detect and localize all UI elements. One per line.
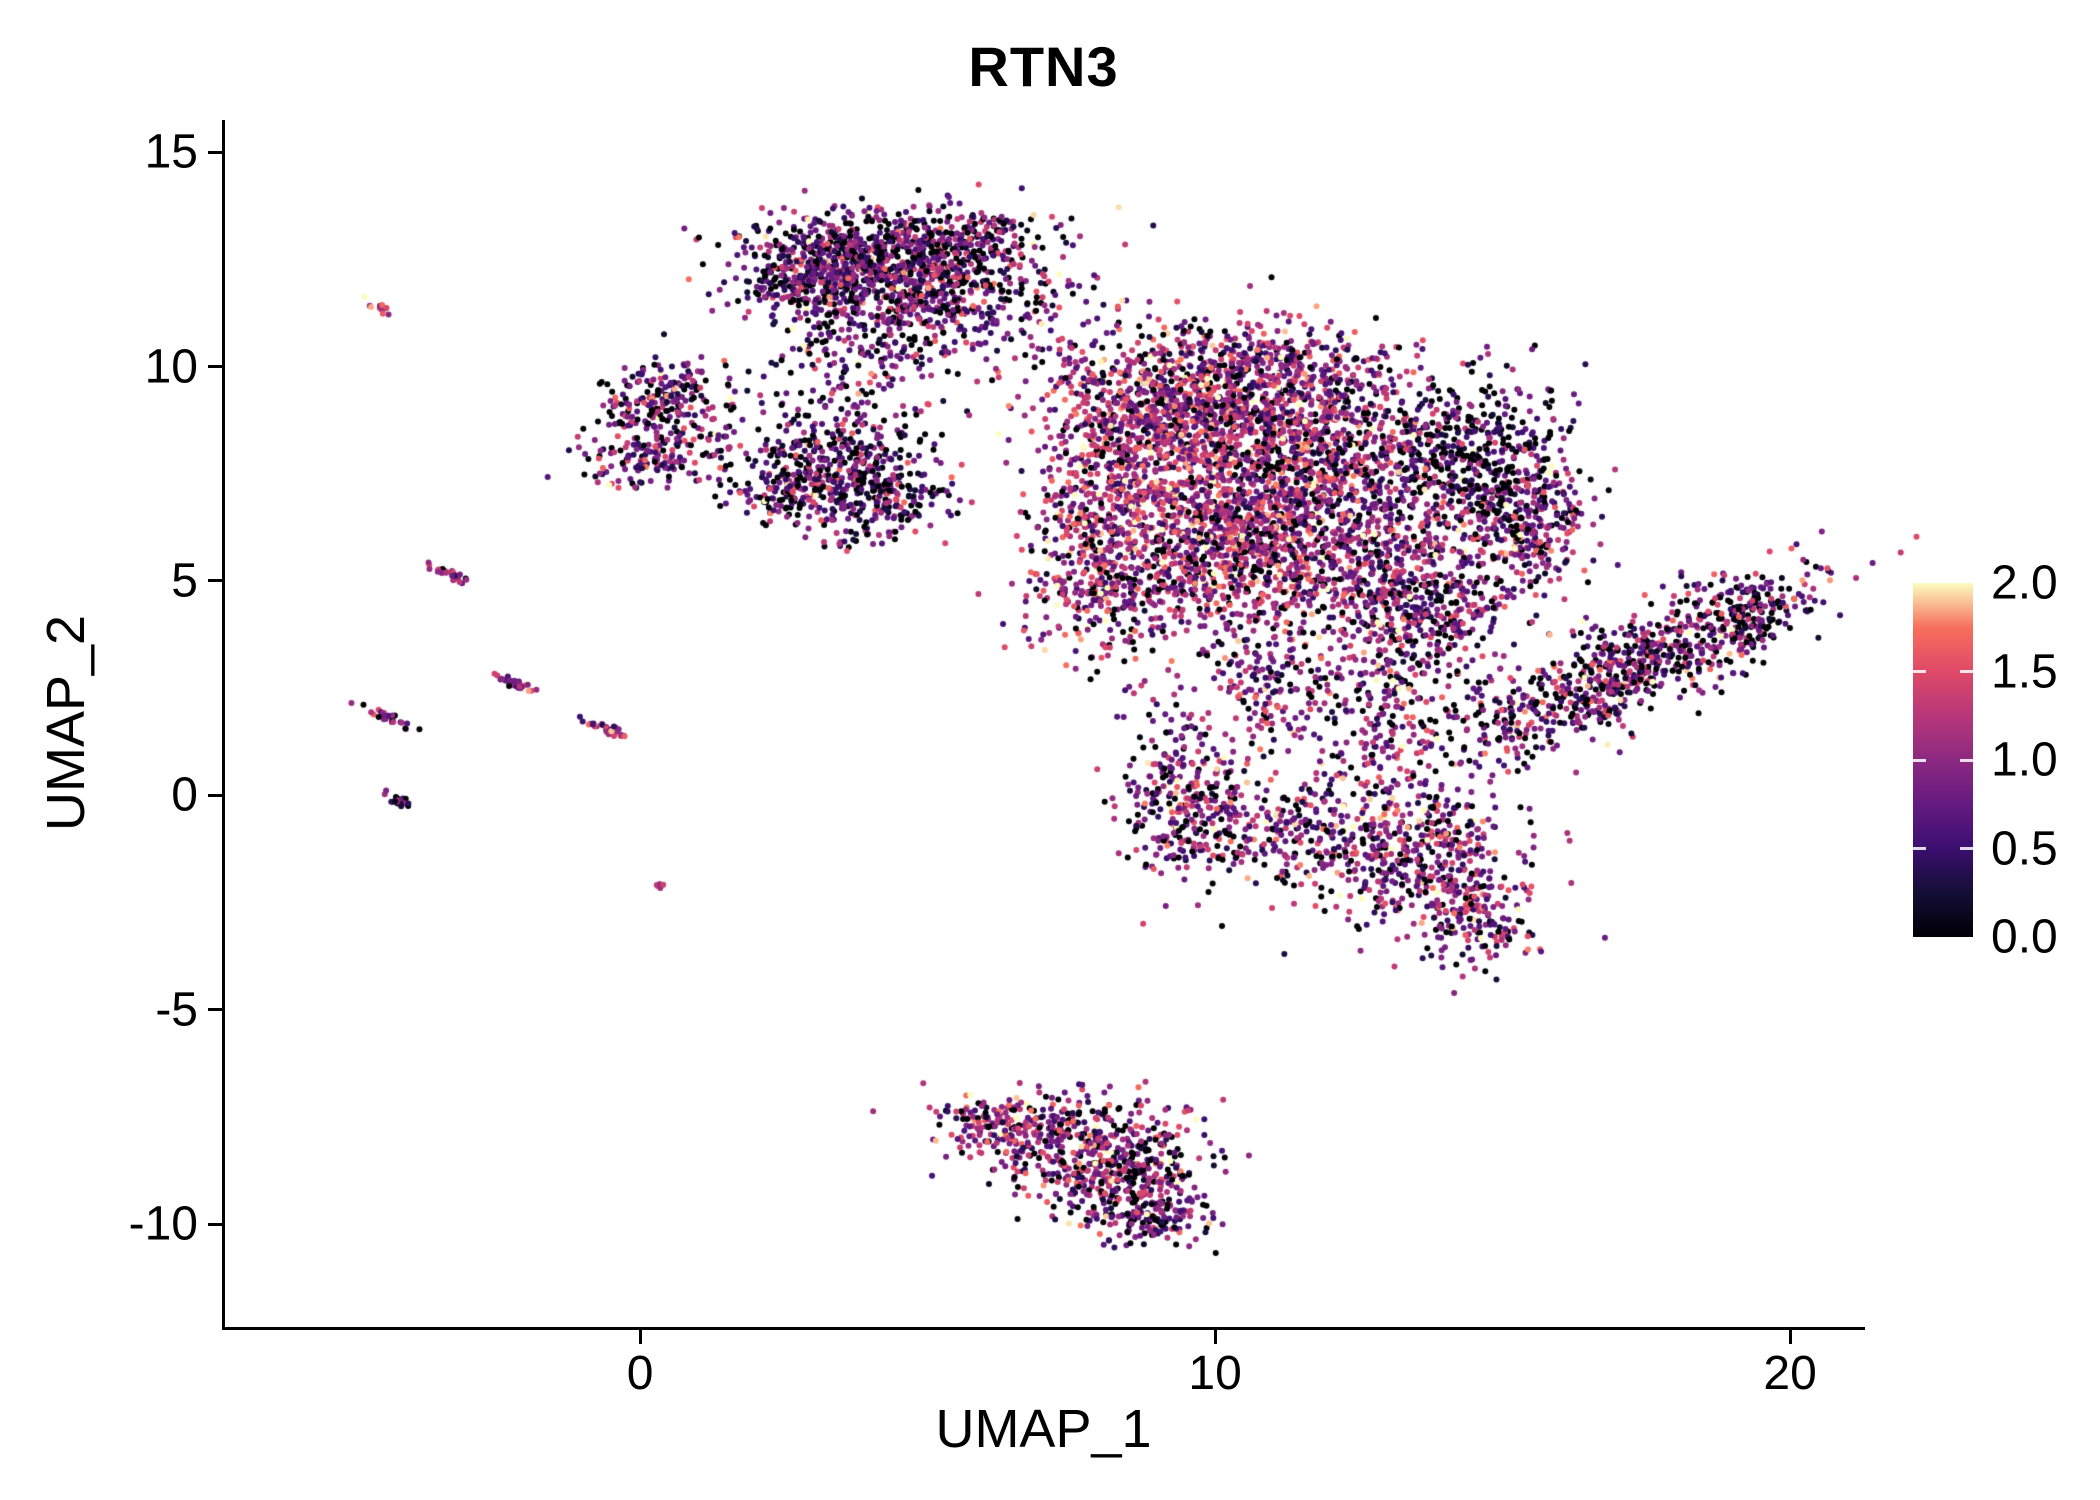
y-tick-mark [208,1008,222,1012]
y-tick-label: -5 [155,983,198,1037]
y-tick-label: -10 [128,1197,198,1251]
x-axis-title: UMAP_1 [935,1399,1152,1459]
y-tick-label: 0 [171,768,198,822]
y-tick-mark [208,365,222,369]
y-tick-label: 10 [144,340,198,394]
colorbar-tick-mark [1960,758,1973,762]
colorbar-tick-label: 0.0 [1991,910,2058,964]
plot-title: RTN3 [968,35,1119,98]
y-tick-label: 15 [144,125,198,179]
colorbar-tick-mark [1960,670,1973,673]
colorbar-tick-label: 1.0 [1991,733,2058,787]
y-tick-mark [208,1222,222,1226]
y-tick-label: 5 [171,554,198,608]
x-tick-mark [638,1330,642,1344]
y-tick-mark [208,793,222,797]
colorbar-tick-label: 1.5 [1991,645,2058,698]
colorbar-tick-mark [1913,847,1926,850]
colorbar-tick-mark [1913,758,1926,762]
y-axis-line [222,120,225,1330]
y-tick-mark [208,150,222,154]
colorbar-tick-label: 0.5 [1991,822,2058,875]
y-tick-mark [208,579,222,583]
x-tick-label: 0 [626,1347,654,1400]
colorbar-tick-mark [1913,670,1926,673]
colorbar-tick-mark [1960,847,1973,850]
x-tick-label: 20 [1763,1347,1817,1400]
x-tick-mark [1213,1330,1217,1344]
x-tick-mark [1788,1330,1792,1344]
x-tick-label: 10 [1188,1347,1242,1400]
colorbar-tick-label: 2.0 [1991,556,2058,610]
x-axis-line [222,1327,1865,1330]
